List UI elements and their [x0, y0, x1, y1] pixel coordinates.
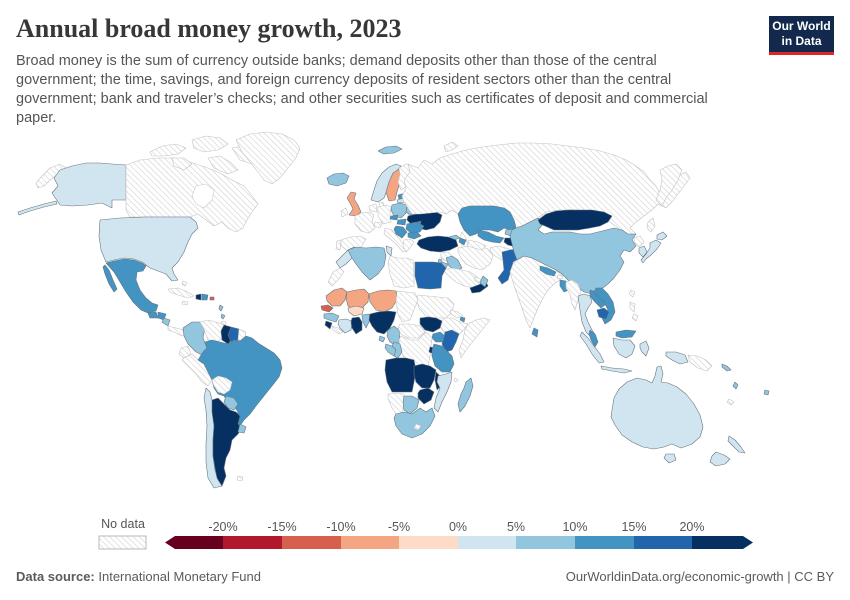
svg-text:-20%: -20% — [208, 520, 237, 534]
svg-text:0%: 0% — [449, 520, 467, 534]
svg-text:15%: 15% — [621, 520, 646, 534]
svg-text:-5%: -5% — [388, 520, 410, 534]
svg-text:-15%: -15% — [267, 520, 296, 534]
svg-text:20%: 20% — [679, 520, 704, 534]
svg-text:-10%: -10% — [326, 520, 355, 534]
svg-text:10%: 10% — [562, 520, 587, 534]
svg-text:5%: 5% — [507, 520, 525, 534]
